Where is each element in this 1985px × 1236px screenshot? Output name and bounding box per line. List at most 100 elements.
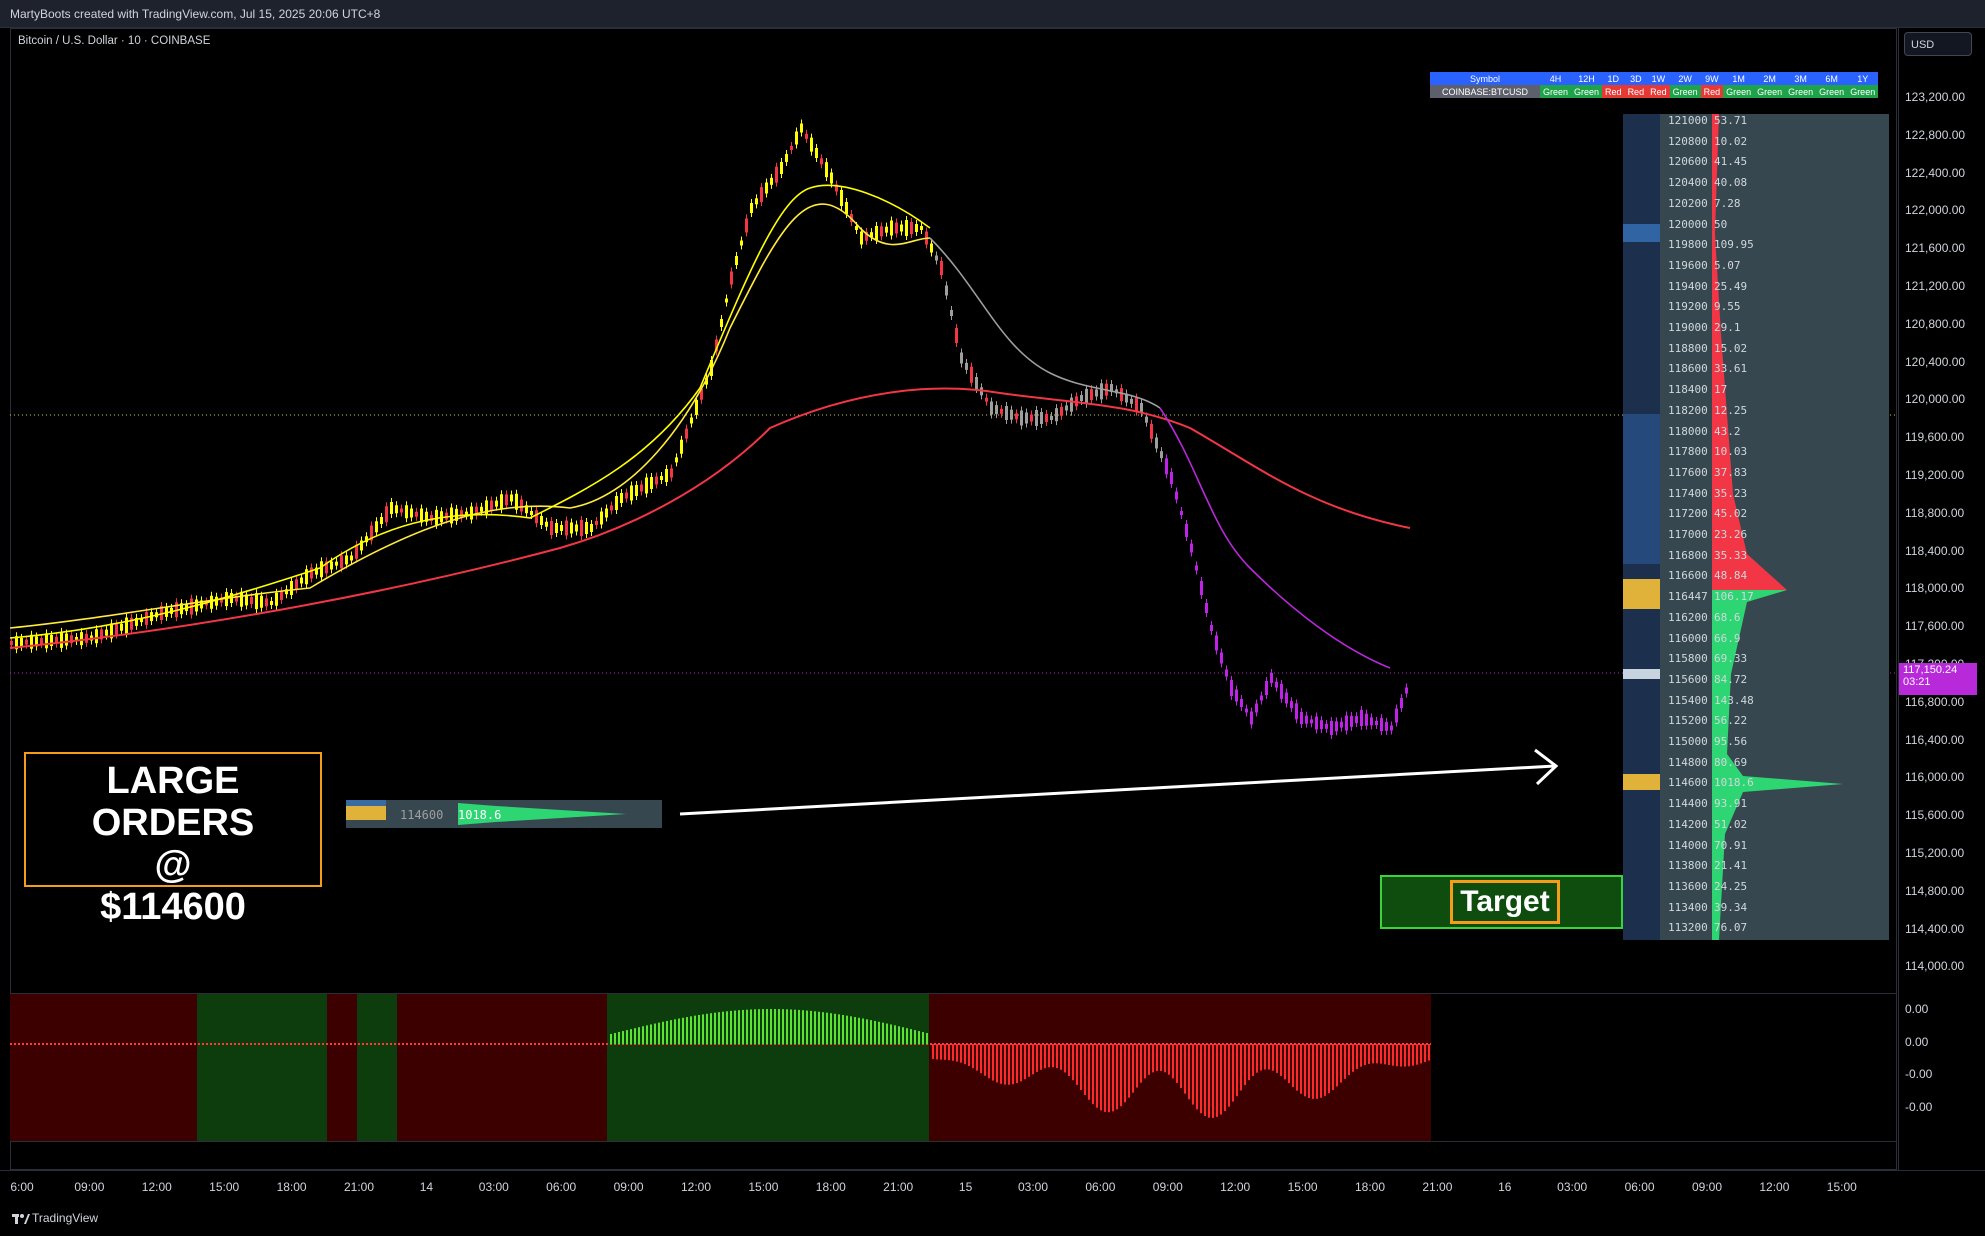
footer-brand[interactable]: TradingView bbox=[32, 1211, 99, 1225]
order-book-qty: 48.84 bbox=[1714, 569, 1748, 583]
order-book-qty: 23.26 bbox=[1714, 528, 1748, 541]
order-book-qty: 29.1 bbox=[1714, 321, 1741, 334]
order-book-price: 120400 bbox=[1668, 176, 1708, 190]
price-tick: 116,400.00 bbox=[1905, 732, 1965, 747]
trend-header: 1W bbox=[1647, 72, 1670, 85]
countdown-value: 03:21 bbox=[1903, 676, 1931, 688]
order-book-qty: 51.02 bbox=[1714, 817, 1748, 831]
order-book-price: 117000 bbox=[1668, 528, 1708, 541]
price-tick: 120,400.00 bbox=[1905, 354, 1966, 369]
order-book-price: 117800 bbox=[1668, 445, 1708, 459]
order-book-price: 115400 bbox=[1668, 693, 1708, 707]
time-tick: 03:00 bbox=[1557, 1180, 1588, 1194]
order-book-qty: 43.2 bbox=[1714, 424, 1741, 438]
order-book-price: 118000 bbox=[1668, 424, 1708, 438]
ema-slow-line bbox=[10, 203, 931, 629]
arrow-line bbox=[679, 764, 1556, 816]
candles bbox=[10, 119, 1408, 739]
large-orders-annotation[interactable]: LARGE ORDERS @ $114600 bbox=[24, 752, 322, 928]
chart-panel[interactable] bbox=[10, 28, 1897, 1170]
trend-header: 12H bbox=[1571, 72, 1603, 85]
ema-fast-line bbox=[10, 184, 931, 639]
time-tick: 6:00 bbox=[10, 1180, 34, 1194]
order-book-price: 120000 bbox=[1668, 217, 1708, 231]
trend-header-row: Symbol 4H 12H 1D 3D 1W 2W 9W 1M 2M 3M 6M… bbox=[1430, 72, 1879, 85]
time-tick: 12:00 bbox=[1759, 1180, 1790, 1194]
time-axis[interactable] bbox=[0, 1170, 1985, 1207]
time-tick: 12:00 bbox=[1220, 1180, 1251, 1194]
trend-cell: Red bbox=[1647, 85, 1670, 98]
trend-cell: Green bbox=[1723, 85, 1755, 98]
osc-tick: 0.00 bbox=[1905, 1002, 1929, 1016]
mini-depth-bar bbox=[346, 800, 626, 825]
order-book-price: 116600 bbox=[1668, 569, 1708, 583]
osc-tick: 0.00 bbox=[1905, 1035, 1929, 1049]
order-book-qty: 69.33 bbox=[1714, 652, 1748, 666]
order-book-price: 116800 bbox=[1668, 548, 1708, 562]
price-tick: 115,600.00 bbox=[1905, 808, 1965, 823]
price-tick: 120,000.00 bbox=[1905, 392, 1966, 407]
price-tick: 118,800.00 bbox=[1905, 505, 1965, 520]
price-tick: 122,800.00 bbox=[1905, 127, 1966, 142]
trend-cell: Green bbox=[1571, 85, 1603, 98]
order-book-price: 118600 bbox=[1668, 362, 1708, 376]
order-book-price: 113200 bbox=[1668, 921, 1708, 935]
large-orders-line1: LARGE ORDERS bbox=[91, 760, 255, 844]
price-tick: 119,200.00 bbox=[1905, 468, 1965, 482]
price-chart[interactable] bbox=[10, 28, 1897, 992]
time-tick: 15:00 bbox=[748, 1180, 779, 1194]
oscillator-bars bbox=[610, 1009, 1430, 1118]
trend-table: Symbol 4H 12H 1D 3D 1W 2W 9W 1M 2M 3M 6M… bbox=[1430, 72, 1879, 98]
price-tick: 114,000.00 bbox=[1905, 959, 1965, 974]
order-book-qty: 7.28 bbox=[1714, 196, 1741, 210]
top-bar bbox=[0, 0, 1985, 28]
order-book-qty: 15.02 bbox=[1714, 341, 1748, 355]
order-book-price: 116200 bbox=[1668, 610, 1708, 624]
price-tick: 123,200.00 bbox=[1905, 90, 1966, 104]
order-book-price: 115000 bbox=[1668, 735, 1708, 748]
order-book-qty: 24.25 bbox=[1714, 879, 1748, 893]
price-tick: 116,800.00 bbox=[1905, 694, 1965, 709]
ema-grey-line bbox=[929, 237, 1161, 409]
trend-cell: Green bbox=[1816, 85, 1848, 98]
symbol-label[interactable]: Bitcoin / U.S. Dollar · 10 · COINBASE bbox=[18, 35, 211, 47]
oscillator-chart bbox=[10, 994, 1431, 1141]
time-tick: 03:00 bbox=[478, 1180, 509, 1194]
order-book-qty: 93.91 bbox=[1714, 797, 1748, 811]
ema-purple-line bbox=[1159, 407, 1391, 669]
order-book-price: 116000 bbox=[1668, 631, 1708, 645]
order-book-qty: 109.95 bbox=[1714, 238, 1754, 252]
trend-symbol: COINBASE:BTCUSD bbox=[1430, 85, 1541, 98]
trend-data-row: COINBASE:BTCUSD Green Green Red Red Red … bbox=[1430, 85, 1879, 98]
order-book-depth bbox=[1623, 114, 1843, 940]
time-tick: 09:00 bbox=[613, 1180, 644, 1194]
order-book-qty: 40.08 bbox=[1714, 176, 1748, 190]
price-tick: 118,000.00 bbox=[1905, 581, 1965, 596]
trend-header: 9W bbox=[1700, 72, 1724, 85]
current-price-badge: 117,150.24 03:21 bbox=[1899, 663, 1977, 695]
trend-cell: Green bbox=[1540, 85, 1572, 98]
trend-header: 1M bbox=[1723, 72, 1755, 85]
order-book-price: 113400 bbox=[1668, 900, 1708, 914]
trend-cell: Red bbox=[1700, 85, 1724, 98]
time-tick: 03:00 bbox=[1017, 1180, 1049, 1194]
price-axis[interactable] bbox=[1898, 28, 1985, 1170]
footer bbox=[0, 1206, 1985, 1236]
time-tick: 18:00 bbox=[815, 1180, 846, 1194]
large-orders-line2: @ bbox=[154, 844, 192, 886]
order-book-qty: 35.33 bbox=[1714, 548, 1748, 562]
price-tick: 114,400.00 bbox=[1905, 921, 1965, 936]
oscillator-panel[interactable] bbox=[10, 993, 1897, 1142]
order-book-price: 115800 bbox=[1668, 652, 1708, 666]
target-zone[interactable] bbox=[1380, 875, 1623, 929]
time-tick: 15:00 bbox=[1287, 1180, 1318, 1194]
order-book-qty: 25.49 bbox=[1714, 279, 1748, 293]
time-tick: 15:00 bbox=[209, 1180, 240, 1194]
trend-header: 3D bbox=[1624, 72, 1648, 85]
osc-tick: -0.00 bbox=[1905, 1067, 1933, 1081]
order-book-qty: 35.23 bbox=[1714, 486, 1748, 500]
price-tick: 116,000.00 bbox=[1905, 770, 1965, 785]
order-book-panel[interactable] bbox=[1623, 114, 1889, 940]
mini-book-qty: 1018.6 bbox=[458, 808, 502, 822]
currency-button[interactable]: USD bbox=[1904, 32, 1972, 56]
